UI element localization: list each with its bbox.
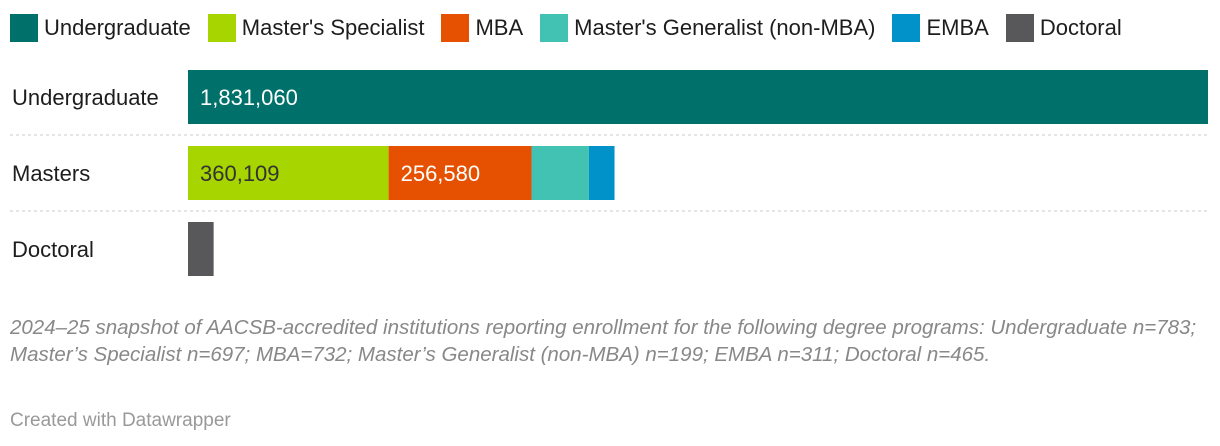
legend-swatch xyxy=(1005,14,1034,42)
legend-label: Master's Generalist (non-MBA) xyxy=(574,15,876,40)
legend-item-mba: MBA xyxy=(441,14,523,42)
legend-label: Master's Specialist xyxy=(241,15,425,40)
legend-swatch xyxy=(207,14,236,42)
chart-credit: Created with Datawrapper xyxy=(10,410,231,431)
legend-label: MBA xyxy=(475,15,524,40)
row-label-masters: Masters xyxy=(12,161,90,186)
legend-item-doctoral: Doctoral xyxy=(1005,14,1122,42)
stacked-bar-chart: Undergraduate 1,831,060 Masters 360,109 256,… xyxy=(10,70,1208,276)
bar-value-label: 256,580 xyxy=(401,161,481,186)
bar-masters-master-s-generalist-non-mba xyxy=(531,146,589,200)
bar-masters-emba xyxy=(588,146,615,200)
legend-label: Doctoral xyxy=(1039,15,1122,40)
bar-value-label: 360,109 xyxy=(200,161,280,186)
legend-item-master-s-specialist: Master's Specialist xyxy=(207,14,425,42)
legend-item-undergraduate: Undergraduate xyxy=(10,14,191,42)
legend-label: EMBA xyxy=(926,15,989,40)
legend-swatch xyxy=(10,14,38,42)
legend-swatch xyxy=(540,14,569,42)
bar-undergraduate-undergraduate xyxy=(188,70,1208,124)
bar-value-label: 1,831,060 xyxy=(200,85,298,110)
bar-masters-master-s-specialist xyxy=(188,146,389,200)
legend-swatch xyxy=(441,14,470,42)
legend-item-emba: EMBA xyxy=(892,14,989,42)
legend-label: Undergraduate xyxy=(44,15,191,40)
chart-legend: Undergraduate Master's Specialist MBA Maste… xyxy=(10,12,1139,44)
legend-swatch xyxy=(892,14,921,42)
legend-item-master-s-generalist-non-mba: Master's Generalist (non-MBA) xyxy=(540,14,875,42)
bar-doctoral-doctoral xyxy=(188,222,214,276)
row-label-undergraduate: Undergraduate xyxy=(12,85,159,110)
bar-masters-mba xyxy=(388,146,532,200)
row-label-doctoral: Doctoral xyxy=(12,237,94,262)
chart-notes: 2024–25 snapshot of AACSB-accredited ins… xyxy=(10,316,1197,366)
